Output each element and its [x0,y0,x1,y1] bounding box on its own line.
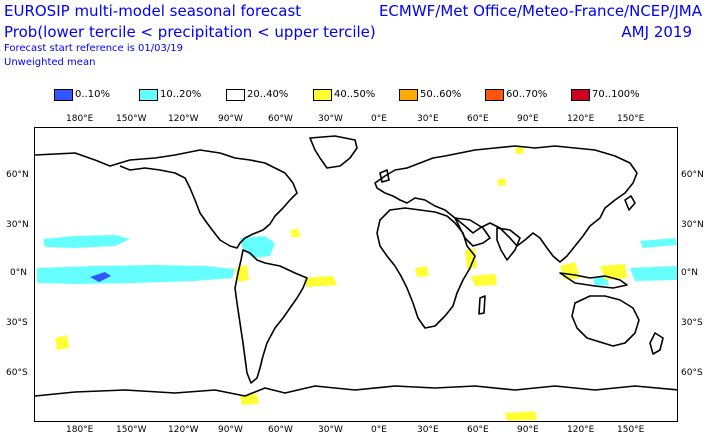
lon-label-top: 120°W [168,114,199,124]
legend-swatch [485,89,504,101]
lon-label-bottom: 150°W [116,425,147,435]
lon-label-bottom: 90°W [218,425,243,435]
lon-label-top: 150°E [617,114,645,124]
legend-swatch [399,89,418,101]
legend-swatch [139,89,158,101]
coast-africa [376,207,476,329]
legend-swatch [54,89,73,101]
shade-40-50-southern-ocean [505,411,537,421]
coast-japan [624,195,636,211]
lon-label-bottom: 30°E [417,425,439,435]
shade-40-50-tropical-atlantic [303,276,337,287]
coast-new-zealand [649,332,664,355]
coast-indonesia [559,272,628,289]
shade-10-20-nw-pacific [640,238,677,248]
coast-greenland [309,135,358,169]
lat-label-right: 60°N [681,170,704,180]
lon-label-top: 30°E [417,114,439,124]
lon-label-top: 180°E [66,114,94,124]
probability-shading [37,147,677,421]
coast-antarctica [35,385,677,397]
legend-label: 50..60% [420,89,462,100]
coast-uk [379,169,390,183]
legend-swatch [226,89,245,101]
lon-label-bottom: 180°E [66,425,94,435]
map-subtitle: Prob(lower tercile < precipitation < upp… [4,23,376,41]
coast-india [496,227,521,261]
map-canvas [35,135,677,421]
coast-australia [571,295,640,347]
legend-swatch [571,89,590,101]
lat-label-left: 60°S [6,368,28,378]
lat-label-right: 30°N [681,220,704,230]
shade-10-20-caribbean [240,236,275,258]
lon-label-bottom: 60°E [467,425,489,435]
legend-label: 40..50% [334,89,376,100]
shade-40-50-indian-ocean [471,274,497,286]
lon-label-top: 120°E [567,114,595,124]
coastlines [35,135,677,397]
lon-label-bottom: 60°W [268,425,293,435]
legend-swatch [313,89,332,101]
coast-eurasia [374,145,638,263]
shade-10-20-pacific-north [43,235,130,248]
coast-madagascar [478,295,486,315]
lon-label-top: 30°W [318,114,343,124]
shade-0-10-pacific [90,272,111,282]
shade-40-50-siberia [515,147,524,154]
lat-label-left: 60°N [6,170,29,180]
legend-label: 70..100% [592,89,640,100]
legend-label: 20..40% [247,89,289,100]
lat-label-left: 30°N [6,220,29,230]
coast-south-america [234,249,308,384]
mean-type: Unweighted mean [4,57,96,68]
shade-40-50-mongolia [497,178,506,186]
shade-40-50-east-africa [465,248,477,269]
lon-label-top: 60°E [467,114,489,124]
lon-label-bottom: 120°E [567,425,595,435]
shade-40-50-southeast-asia [560,262,580,280]
coast-arabia [454,217,491,247]
lon-label-top: 90°W [218,114,243,124]
lat-label-right: 0°N [681,268,698,278]
lon-label-top: 0°E [371,114,387,124]
lat-label-left: 30°S [6,318,28,328]
lon-label-bottom: 120°W [168,425,199,435]
model-list: ECMWF/Met Office/Meteo-France/NCEP/JMA [378,2,702,20]
map-title: EUROSIP multi-model seasonal forecast [4,2,302,20]
lon-label-top: 60°W [268,114,293,124]
season-label: AMJ 2019 [621,23,692,41]
legend-label: 10..20% [160,89,202,100]
world-map [34,127,678,422]
forecast-reference: Forecast start reference is 01/03/19 [4,43,183,54]
shade-40-50-north-america-e [290,228,301,238]
shade-40-50-south-pacific [55,335,69,350]
lat-label-right: 30°S [681,318,703,328]
legend-label: 0..10% [75,89,110,100]
lon-label-top: 90°E [517,114,539,124]
legend-label: 60..70% [506,89,548,100]
coast-north-america [35,149,298,249]
lon-label-bottom: 150°E [617,425,645,435]
lon-label-top: 150°W [116,114,147,124]
lon-label-bottom: 90°E [517,425,539,435]
lat-label-left: 0°N [10,268,27,278]
lon-label-bottom: 0°E [371,425,387,435]
shade-40-50-west-africa [415,266,429,277]
shade-10-20-pacific-equatorial [37,265,235,284]
lat-label-right: 60°S [681,368,703,378]
shade-10-20-west-pacific [630,266,677,281]
lon-label-bottom: 30°W [318,425,343,435]
